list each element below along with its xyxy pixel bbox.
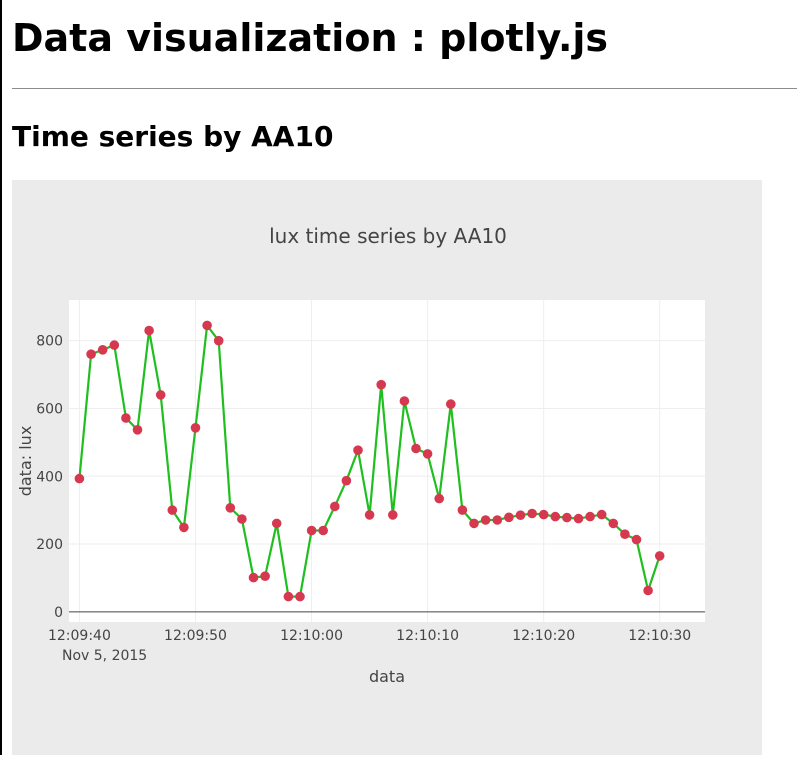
- data-point[interactable]: [399, 396, 410, 406]
- data-point[interactable]: [74, 473, 85, 484]
- data-point[interactable]: [411, 443, 421, 454]
- data-point[interactable]: [515, 510, 526, 520]
- y-tick-label: 600: [36, 401, 63, 417]
- data-point[interactable]: [121, 413, 131, 423]
- data-point[interactable]: [492, 515, 503, 525]
- data-point[interactable]: [364, 510, 375, 520]
- plotly-chart[interactable]: 0 200 400 600 800 12:09:40 12:09:50 12:10:00 12:…: [12, 180, 762, 755]
- data-point[interactable]: [144, 325, 154, 336]
- data-point[interactable]: [422, 449, 433, 459]
- data-point[interactable]: [179, 522, 189, 533]
- data-point[interactable]: [654, 551, 665, 561]
- data-point[interactable]: [469, 518, 479, 529]
- data-point[interactable]: [306, 525, 317, 536]
- data-point[interactable]: [643, 585, 653, 596]
- data-point[interactable]: [330, 501, 340, 512]
- data-point[interactable]: [225, 503, 236, 513]
- data-point[interactable]: [132, 425, 143, 435]
- data-point[interactable]: [620, 529, 630, 539]
- data-point[interactable]: [573, 513, 584, 524]
- data-point[interactable]: [388, 510, 398, 520]
- x-tick-label: 12:10:30: [628, 628, 691, 644]
- data-point[interactable]: [434, 493, 445, 504]
- x-tick-label: 12:10:20: [512, 628, 575, 644]
- data-point[interactable]: [248, 572, 259, 583]
- tick-labels: 0 200 400 600 800 12:09:40 12:09:50 12:10:00 12:…: [36, 334, 691, 644]
- data-point[interactable]: [457, 505, 468, 515]
- page-title: Data visualization : plotly.js: [12, 16, 609, 60]
- data-point[interactable]: [213, 335, 224, 346]
- data-point[interactable]: [109, 340, 120, 350]
- data-point[interactable]: [480, 515, 491, 525]
- page-left-border: [0, 0, 2, 755]
- chart-title: lux time series by AA10: [269, 224, 507, 248]
- data-point[interactable]: [167, 505, 178, 515]
- y-tick-label: 200: [36, 537, 63, 553]
- horizontal-rule: [12, 88, 797, 89]
- chart-svg[interactable]: 0 200 400 600 800 12:09:40 12:09:50 12:10:00 12:…: [12, 180, 762, 755]
- x-tick-label: 12:09:50: [164, 628, 227, 644]
- data-point[interactable]: [585, 511, 595, 522]
- data-point[interactable]: [237, 514, 247, 524]
- data-point[interactable]: [504, 512, 514, 523]
- y-tick-label: 800: [36, 334, 63, 350]
- data-point[interactable]: [318, 525, 329, 536]
- x-axis-title: data: [369, 667, 405, 686]
- x-tick-label: 12:10:00: [280, 628, 343, 644]
- data-point[interactable]: [376, 379, 387, 390]
- data-point[interactable]: [550, 511, 561, 522]
- data-point[interactable]: [562, 512, 572, 523]
- data-point[interactable]: [527, 508, 537, 519]
- y-tick-label: 0: [54, 605, 63, 621]
- data-point[interactable]: [190, 423, 201, 433]
- data-point[interactable]: [260, 571, 270, 581]
- data-point[interactable]: [202, 320, 212, 331]
- x-tick-label: 12:09:40: [48, 628, 111, 644]
- x-axis-date-label: Nov 5, 2015: [62, 648, 147, 664]
- data-point[interactable]: [295, 591, 305, 602]
- data-point[interactable]: [353, 445, 363, 456]
- section-title: Time series by AA10: [12, 120, 334, 153]
- series-layer: [74, 320, 665, 602]
- x-tick-label: 12:10:10: [396, 628, 459, 644]
- y-tick-label: 400: [36, 469, 63, 485]
- grid-lines: [69, 300, 705, 622]
- data-point[interactable]: [155, 390, 166, 400]
- data-point[interactable]: [596, 509, 607, 520]
- data-point[interactable]: [271, 518, 282, 529]
- data-point[interactable]: [283, 591, 294, 602]
- data-point[interactable]: [538, 509, 549, 520]
- data-point[interactable]: [631, 534, 642, 545]
- y-axis-title: data: lux: [16, 426, 35, 497]
- data-point[interactable]: [341, 475, 352, 486]
- data-point[interactable]: [97, 345, 108, 355]
- data-point[interactable]: [86, 349, 96, 359]
- data-point[interactable]: [446, 399, 456, 409]
- data-point[interactable]: [608, 518, 619, 529]
